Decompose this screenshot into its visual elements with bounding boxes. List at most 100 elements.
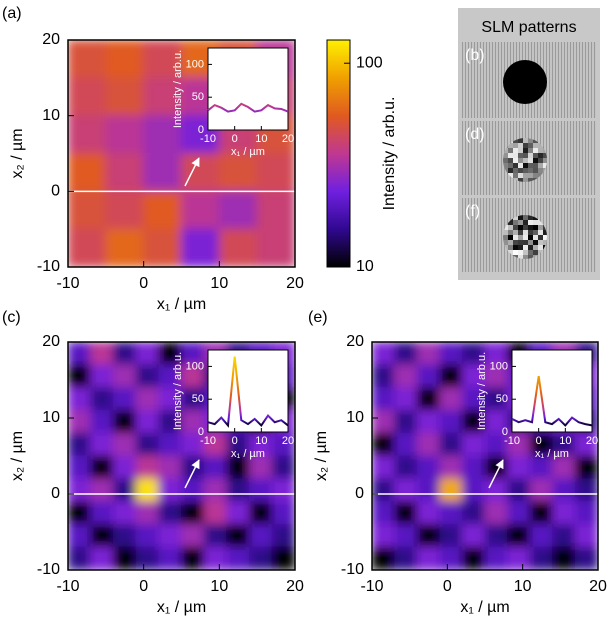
slm-pixel bbox=[538, 235, 543, 240]
inset-frame bbox=[208, 48, 288, 130]
slm-pixel bbox=[528, 230, 533, 235]
heatmap-cell bbox=[485, 478, 509, 502]
heatmap-cell bbox=[68, 524, 92, 548]
heatmap-cell bbox=[394, 456, 418, 480]
heatmap-cell bbox=[181, 501, 205, 525]
heatmap-cell bbox=[530, 524, 554, 548]
heatmap-cell bbox=[530, 547, 554, 571]
heatmap-cell bbox=[204, 547, 228, 571]
slm-pixel bbox=[528, 225, 533, 230]
y-tick-label: 0 bbox=[51, 183, 60, 200]
heatmap-cell bbox=[462, 478, 486, 502]
heatmap-cell bbox=[158, 547, 182, 571]
slm-pixel bbox=[508, 230, 513, 235]
heatmap-cell bbox=[575, 478, 599, 502]
slm-pixel bbox=[503, 158, 508, 163]
slm-pixel bbox=[518, 220, 523, 225]
heatmap-cell bbox=[68, 115, 107, 154]
heatmap-cell bbox=[90, 342, 114, 366]
heatmap-cell bbox=[372, 478, 396, 502]
heatmap-cell bbox=[372, 547, 396, 571]
slm-pixel bbox=[523, 225, 528, 230]
heatmap-cell bbox=[113, 433, 137, 457]
heatmap-cell bbox=[181, 456, 205, 480]
heatmap-cell bbox=[394, 547, 418, 571]
slm-pixel bbox=[523, 240, 528, 245]
slm-pixel bbox=[523, 235, 528, 240]
y-tick-label: 50 bbox=[496, 393, 508, 405]
heatmap-cell bbox=[68, 229, 107, 268]
x-tick-label: 20 bbox=[282, 435, 294, 447]
slm-pixel bbox=[528, 148, 533, 153]
heatmap-cell bbox=[372, 524, 396, 548]
slm-pixel bbox=[508, 158, 513, 163]
heatmap-cell bbox=[113, 524, 137, 548]
heatmap-cell bbox=[372, 387, 396, 411]
slm-pixel bbox=[533, 235, 538, 240]
slm-pixel bbox=[528, 250, 533, 255]
heatmap-cell bbox=[90, 547, 114, 571]
heatmap-cell bbox=[394, 364, 418, 388]
slm-pixel bbox=[513, 240, 518, 245]
heatmap-cell bbox=[143, 153, 182, 192]
slm-pixel bbox=[518, 235, 523, 240]
heatmap-cell bbox=[143, 191, 182, 230]
heatmap-cell bbox=[68, 410, 92, 434]
slm-pixel bbox=[533, 240, 538, 245]
x-axis-label: x₁ / µm bbox=[157, 599, 206, 616]
heatmap-cell bbox=[181, 524, 205, 548]
slm-pixel bbox=[538, 230, 543, 235]
slm-pixel bbox=[518, 148, 523, 153]
slm-pixel bbox=[513, 143, 518, 148]
heatmap-cell bbox=[105, 115, 144, 154]
slm-pixel bbox=[538, 168, 543, 173]
heatmap-cell bbox=[552, 478, 576, 502]
slm-label: (b) bbox=[465, 47, 485, 64]
heatmap-cell bbox=[249, 524, 273, 548]
y-axis-label: Intensity / arb.u. bbox=[172, 50, 184, 128]
slm-pixel bbox=[538, 163, 543, 168]
slm-pixel bbox=[518, 225, 523, 230]
heatmap-cell bbox=[226, 478, 250, 502]
heatmap-cell bbox=[575, 456, 599, 480]
figure: SLM patterns -1001020-1001020x₁ / µmx₂ /… bbox=[0, 0, 609, 634]
heatmap-cell bbox=[417, 524, 441, 548]
colorbar-tick-label: 10 bbox=[356, 258, 374, 275]
heatmap-cell bbox=[462, 547, 486, 571]
slm-pixel bbox=[523, 143, 528, 148]
slm-pixel bbox=[513, 148, 518, 153]
heatmap-cell bbox=[417, 364, 441, 388]
heatmap-cell bbox=[113, 410, 137, 434]
slm-pixel bbox=[508, 240, 513, 245]
slm-pixel bbox=[533, 143, 538, 148]
heatmap-cell bbox=[372, 342, 396, 366]
heatmap-cell bbox=[417, 547, 441, 571]
heatmap-cell bbox=[439, 456, 463, 480]
y-tick-label: 100 bbox=[186, 360, 204, 372]
heatmap-cell bbox=[90, 524, 114, 548]
heatmap-cell bbox=[136, 342, 160, 366]
colorbar bbox=[327, 40, 350, 267]
heatmap-cell bbox=[394, 342, 418, 366]
heatmap-cell bbox=[136, 433, 160, 457]
heatmap-cell bbox=[136, 456, 160, 480]
x-tick-label: 20 bbox=[286, 578, 304, 595]
heatmap-cell bbox=[507, 501, 531, 525]
heatmap-cell bbox=[417, 501, 441, 525]
x-tick-label: 10 bbox=[210, 578, 228, 595]
x-tick-label: 10 bbox=[255, 133, 267, 145]
slm-label: (d) bbox=[465, 126, 485, 143]
heatmap-cell bbox=[485, 501, 509, 525]
heatmap-cell bbox=[105, 153, 144, 192]
heatmap-cell bbox=[68, 478, 92, 502]
y-axis-label: x₂ / µm bbox=[313, 431, 330, 481]
heatmap-cell bbox=[113, 342, 137, 366]
heatmap-cell bbox=[226, 501, 250, 525]
x-axis-label: x₁ / µm bbox=[231, 448, 265, 460]
slm-pixel bbox=[513, 158, 518, 163]
slm-pixel bbox=[508, 235, 513, 240]
heatmap-cell bbox=[136, 547, 160, 571]
slm-pixel bbox=[538, 225, 543, 230]
slm-pixel bbox=[538, 148, 543, 153]
heatmap-cell bbox=[105, 77, 144, 116]
